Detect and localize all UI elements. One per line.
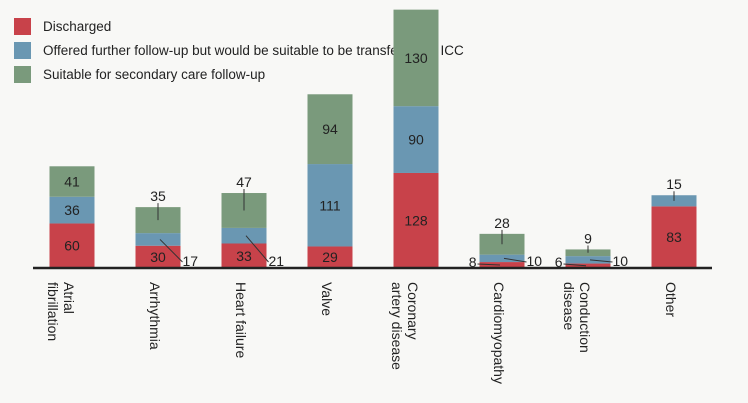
bar-offered-2 (221, 227, 267, 244)
value-label-discharged-6: 6 (555, 254, 563, 270)
bar-discharged-6 (565, 263, 611, 268)
leader-line-offered-2 (245, 235, 269, 263)
value-label-discharged-0: 60 (64, 238, 80, 254)
bar-discharged-4 (393, 172, 439, 268)
value-label-offered-7: 15 (666, 176, 682, 192)
legend-swatch-offered-follow-up (14, 41, 31, 59)
bar-discharged-1 (135, 245, 181, 268)
legend-swatch-discharged (14, 17, 31, 35)
legend-item-discharged: Discharged (14, 14, 464, 38)
leader-line-offered-5 (503, 257, 527, 263)
bar-offered-5 (479, 254, 525, 263)
value-label-offered-1: 17 (183, 253, 199, 269)
value-label-secondary-0: 41 (64, 174, 80, 190)
legend-label-discharged: Discharged (43, 18, 112, 34)
x-tick-label-3: Valve (319, 282, 335, 316)
value-label-secondary-1: 35 (150, 188, 166, 204)
value-label-discharged-4: 128 (404, 212, 428, 228)
bar-offered-1 (135, 233, 181, 246)
x-tick-label-1: Arrhythmia (147, 282, 163, 350)
bar-discharged-3 (307, 246, 353, 268)
legend-label-secondary-care: Suitable for secondary care follow-up (43, 66, 266, 82)
legend-item-secondary-care: Suitable for secondary care follow-up (14, 62, 464, 86)
bar-offered-3 (307, 164, 353, 247)
value-label-secondary-2: 47 (236, 174, 252, 190)
value-label-offered-5: 10 (527, 253, 543, 269)
bar-secondary-4 (393, 9, 439, 107)
legend: Discharged Offered further follow-up but… (14, 14, 464, 86)
value-label-offered-4: 90 (408, 132, 424, 148)
x-tick-label-0: Atrialfibrillation (45, 282, 77, 341)
value-label-discharged-1: 30 (150, 249, 166, 265)
x-tick-label-7: Other (663, 282, 679, 317)
bar-offered-4 (393, 106, 439, 173)
bar-offered-6 (565, 256, 611, 264)
x-tick-label-6: Conductiondisease (561, 282, 593, 353)
bar-discharged-0 (49, 223, 95, 268)
value-label-discharged-5: 8 (469, 254, 477, 270)
bar-secondary-3 (307, 94, 353, 165)
bar-discharged-5 (479, 262, 525, 268)
legend-item-offered-follow-up: Offered further follow-up but would be s… (14, 38, 464, 62)
value-label-offered-3: 111 (319, 197, 340, 213)
bar-secondary-0 (49, 166, 95, 197)
value-label-discharged-3: 29 (322, 249, 338, 265)
legend-label-offered-follow-up: Offered further follow-up but would be s… (43, 42, 464, 58)
leader-line-discharged-5 (477, 263, 501, 266)
value-label-secondary-5: 28 (494, 215, 510, 231)
x-tick-label-5: Cardiomyopathy (491, 282, 507, 384)
value-label-secondary-3: 94 (322, 121, 338, 137)
value-label-secondary-4: 130 (404, 50, 428, 66)
value-label-offered-6: 10 (613, 253, 629, 269)
bar-discharged-7 (651, 206, 697, 268)
value-label-discharged-7: 83 (666, 229, 682, 245)
leader-line-discharged-6 (563, 263, 587, 267)
x-tick-label-2: Heart failure (233, 282, 249, 358)
leader-line-offered-1 (159, 239, 183, 263)
bar-discharged-2 (221, 243, 267, 268)
x-tick-label-4: Coronaryartery disease (389, 282, 421, 370)
value-label-discharged-2: 33 (236, 248, 252, 264)
value-label-secondary-6: 9 (584, 230, 592, 246)
bar-offered-0 (49, 196, 95, 224)
leader-line-offered-6 (589, 259, 613, 263)
value-label-offered-2: 21 (269, 253, 285, 269)
value-label-offered-0: 36 (64, 202, 80, 218)
legend-swatch-secondary-care (14, 65, 31, 83)
